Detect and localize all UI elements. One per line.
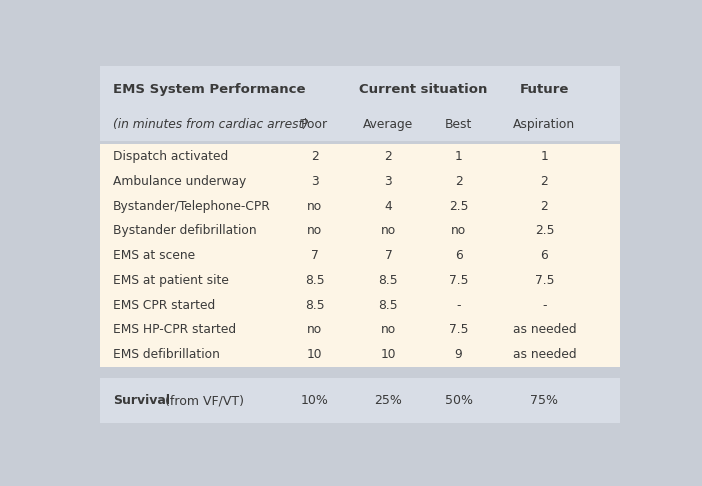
Text: EMS defibrillation: EMS defibrillation bbox=[113, 348, 220, 361]
FancyBboxPatch shape bbox=[100, 378, 620, 423]
Text: 10%: 10% bbox=[300, 394, 329, 407]
Text: 3: 3 bbox=[311, 175, 319, 188]
Text: EMS at scene: EMS at scene bbox=[113, 249, 195, 262]
Text: 2: 2 bbox=[455, 175, 463, 188]
FancyBboxPatch shape bbox=[100, 144, 620, 367]
Text: 2.5: 2.5 bbox=[449, 200, 468, 213]
Text: 1: 1 bbox=[455, 150, 463, 163]
Text: Current situation: Current situation bbox=[359, 83, 488, 96]
Text: 8.5: 8.5 bbox=[305, 299, 324, 312]
Text: Survival: Survival bbox=[113, 394, 170, 407]
Text: 7.5: 7.5 bbox=[449, 324, 468, 336]
Text: 7.5: 7.5 bbox=[535, 274, 554, 287]
Text: Bystander/Telephone-CPR: Bystander/Telephone-CPR bbox=[113, 200, 270, 213]
Text: Bystander defibrillation: Bystander defibrillation bbox=[113, 225, 256, 238]
Text: 8.5: 8.5 bbox=[378, 299, 398, 312]
Text: Poor: Poor bbox=[301, 118, 328, 131]
Text: no: no bbox=[451, 225, 466, 238]
Text: Ambulance underway: Ambulance underway bbox=[113, 175, 246, 188]
Text: 10: 10 bbox=[307, 348, 322, 361]
Text: 7: 7 bbox=[311, 249, 319, 262]
Text: no: no bbox=[380, 324, 396, 336]
Text: 7: 7 bbox=[385, 249, 392, 262]
Text: Future: Future bbox=[519, 83, 569, 96]
Text: 2: 2 bbox=[541, 200, 548, 213]
Text: no: no bbox=[307, 324, 322, 336]
Text: (in minutes from cardiac arrest): (in minutes from cardiac arrest) bbox=[113, 118, 307, 131]
Text: EMS CPR started: EMS CPR started bbox=[113, 299, 215, 312]
Text: 6: 6 bbox=[541, 249, 548, 262]
Text: 7.5: 7.5 bbox=[449, 274, 468, 287]
Text: no: no bbox=[307, 225, 322, 238]
Text: 2.5: 2.5 bbox=[535, 225, 554, 238]
Text: 1: 1 bbox=[541, 150, 548, 163]
Text: no: no bbox=[380, 225, 396, 238]
Text: 25%: 25% bbox=[374, 394, 402, 407]
FancyBboxPatch shape bbox=[100, 66, 620, 140]
Text: 4: 4 bbox=[385, 200, 392, 213]
Text: 2: 2 bbox=[385, 150, 392, 163]
Text: 10: 10 bbox=[380, 348, 396, 361]
Text: as needed: as needed bbox=[512, 324, 576, 336]
Text: as needed: as needed bbox=[512, 348, 576, 361]
Text: 50%: 50% bbox=[444, 394, 472, 407]
Text: 3: 3 bbox=[385, 175, 392, 188]
Text: -: - bbox=[456, 299, 461, 312]
Text: 8.5: 8.5 bbox=[378, 274, 398, 287]
Text: 9: 9 bbox=[455, 348, 463, 361]
Text: EMS System Performance: EMS System Performance bbox=[113, 83, 305, 96]
Text: Dispatch activated: Dispatch activated bbox=[113, 150, 228, 163]
Text: EMS HP-CPR started: EMS HP-CPR started bbox=[113, 324, 236, 336]
Text: Average: Average bbox=[363, 118, 413, 131]
Text: 8.5: 8.5 bbox=[305, 274, 324, 287]
Text: Best: Best bbox=[445, 118, 472, 131]
Text: 2: 2 bbox=[311, 150, 319, 163]
Text: 75%: 75% bbox=[531, 394, 558, 407]
Text: Aspiration: Aspiration bbox=[513, 118, 576, 131]
Text: EMS at patient site: EMS at patient site bbox=[113, 274, 229, 287]
Text: no: no bbox=[307, 200, 322, 213]
Text: 2: 2 bbox=[541, 175, 548, 188]
Text: (from VF/VT): (from VF/VT) bbox=[161, 394, 244, 407]
Text: 6: 6 bbox=[455, 249, 463, 262]
Text: -: - bbox=[542, 299, 547, 312]
